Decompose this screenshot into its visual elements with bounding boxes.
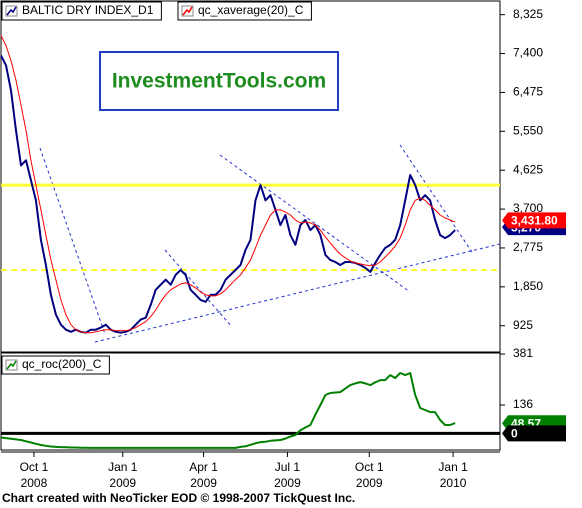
y-tick-label: 136 [513, 397, 533, 411]
x-tick-label: Jul 1 [275, 460, 301, 474]
y-tick-label: 8,325 [513, 7, 543, 21]
x-tick-year: 2009 [274, 476, 301, 490]
series-line [0, 35, 456, 334]
y-tick-label: 925 [513, 318, 533, 332]
watermark-box [99, 51, 339, 111]
legend-box [177, 1, 312, 21]
value-tag-label: 0 [511, 427, 518, 441]
y-tick-label: 7,400 [513, 46, 543, 60]
legend-swatch [182, 6, 193, 16]
main-frame [0, 0, 501, 353]
roc-frame [0, 352, 501, 451]
legend-label: qc_xaverage(20)_C [198, 3, 304, 17]
legend-item: qc_xaverage(20)_C [177, 1, 312, 21]
x-tick-label: Jan 1 [108, 460, 138, 474]
x-tick-label: Apr 1 [189, 460, 218, 474]
x-tick-label: Oct 1 [355, 460, 384, 474]
y-tick-label: 381 [513, 346, 533, 360]
x-tick-label: Oct 1 [20, 460, 49, 474]
y-tick-label: 3,700 [513, 201, 543, 215]
legend-swatch [6, 360, 17, 370]
value-tag-label: 3,431.80 [511, 214, 558, 228]
legend-box [1, 355, 110, 375]
legend-item: BALTIC DRY INDEX_D1 [1, 1, 162, 21]
x-tick-year: 2009 [356, 476, 383, 490]
x-tick-label: Jan 1 [438, 460, 468, 474]
value-tag [502, 212, 566, 229]
legend-swatch [6, 6, 17, 16]
legend-item: qc_roc(200)_C [1, 355, 110, 375]
x-tick-year: 2008 [21, 476, 48, 490]
trendlines [39, 144, 501, 343]
y-tick-label: 6,475 [513, 85, 543, 99]
footer: Chart created with NeoTicker EOD © 1998-… [2, 491, 355, 505]
watermark: InvestmentTools.com [112, 70, 326, 93]
legend-label: qc_roc(200)_C [22, 357, 102, 371]
x-tick-year: 2009 [190, 476, 217, 490]
value-tag [502, 425, 566, 442]
x-tick-year: 2009 [109, 476, 136, 490]
y-tick-label: 5,550 [513, 123, 543, 137]
legend-label: BALTIC DRY INDEX_D1 [22, 3, 154, 17]
y-tick-label: 1,850 [513, 279, 543, 293]
x-tick-year: 2010 [440, 476, 467, 490]
legend-box [1, 1, 162, 21]
y-tick-label: 2,775 [513, 240, 543, 254]
series-line [0, 372, 456, 449]
y-tick-label: 4,625 [513, 162, 543, 176]
